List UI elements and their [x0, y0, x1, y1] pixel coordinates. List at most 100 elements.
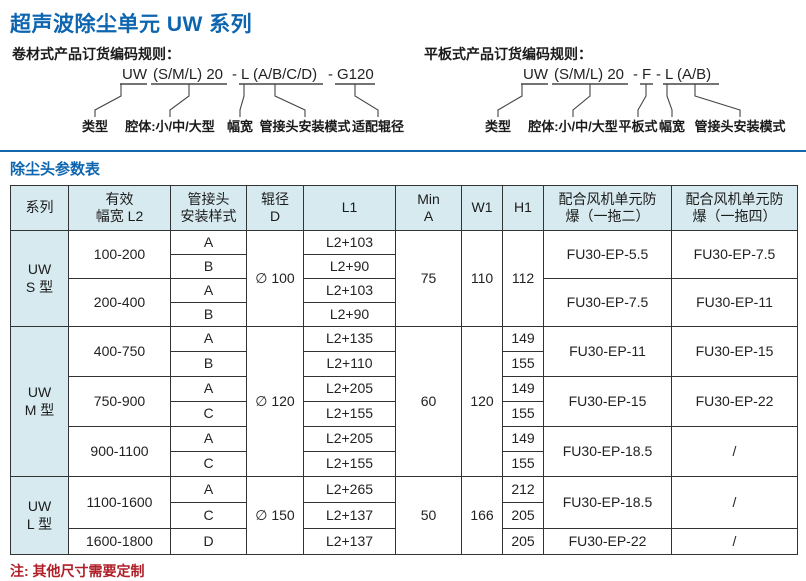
- table-cell: 166: [461, 476, 503, 555]
- table-cell: 75: [395, 230, 462, 327]
- table-cell: L2+135: [303, 326, 396, 352]
- table-cell: A: [170, 376, 247, 402]
- dust-head-parameter-table: 系列 有效 幅宽 L2 管接头 安装样式 辊径 D L1 Min A W1 H1…: [10, 185, 798, 555]
- ordering-code-diagrams: 卷材式产品订货编码规则： UW (S/M/L) 20 - L (A/B/C/D)…: [10, 44, 796, 144]
- code-segment: -: [232, 66, 237, 83]
- table-cell: FU30-EP-11: [671, 278, 798, 327]
- connector-line: [497, 84, 523, 117]
- table-cell: 1100-1600: [68, 476, 171, 529]
- table-cell: L2+90: [303, 302, 396, 327]
- table-cell: L2+103: [303, 230, 396, 255]
- code-segment: UW: [523, 66, 549, 83]
- table-cell: B: [170, 302, 247, 327]
- table-cell: 149: [502, 426, 544, 452]
- code-segment: L (A/B/C/D): [241, 66, 317, 83]
- table-cell: 155: [502, 401, 544, 427]
- code-segment: (S/M/L) 20: [554, 66, 624, 83]
- table-row: UW L 型 1100-1600 A ∅ 150 L2+265 50 166 2…: [10, 476, 798, 555]
- table-row: UW M 型 400-750 A ∅ 120 L2+135 60 120 149…: [10, 326, 798, 477]
- connector-line: [354, 84, 379, 117]
- table-row: C L2+155 155: [11, 401, 798, 427]
- code-segment: -: [656, 66, 661, 83]
- table-cell: FU30-EP-15: [543, 376, 672, 427]
- code-field-label: 类型: [82, 119, 108, 134]
- table-cell: B: [170, 254, 247, 279]
- table-cell: 205: [502, 502, 544, 529]
- connector-line: [274, 84, 306, 117]
- table-cell: L2+265: [303, 476, 396, 503]
- code-field-label: 管接头安装模式: [259, 119, 350, 134]
- code-field-label: 腔体:小/中/大型: [527, 119, 618, 134]
- table-cell: A: [170, 476, 247, 503]
- table-cell: FU30-EP-22: [543, 528, 672, 555]
- col-header-l1: L1: [303, 185, 396, 231]
- connector-line: [94, 84, 122, 117]
- table-cell: C: [170, 502, 247, 529]
- table-cell: L2+137: [303, 502, 396, 529]
- table-cell: FU30-EP-5.5: [543, 230, 672, 279]
- table-cell: ∅ 150: [246, 476, 304, 555]
- table-cell: A: [170, 278, 247, 303]
- table-cell: L2+155: [303, 401, 396, 427]
- table-cell: FU30-EP-11: [543, 326, 672, 377]
- table-cell: L2+137: [303, 528, 396, 555]
- table-row: B L2+90: [11, 302, 798, 327]
- plate-type-ordering-diagram: 平板式产品订货编码规则： UW (S/M/L) 20 - F - L (A/B)…: [410, 44, 796, 144]
- table-cell: 60: [395, 326, 462, 477]
- table-cell: /: [671, 476, 798, 529]
- col-header-effective-width: 有效 幅宽 L2: [68, 185, 171, 231]
- table-cell: A: [170, 326, 247, 352]
- table-cell: FU30-EP-7.5: [543, 278, 672, 327]
- table-cell: L2+205: [303, 426, 396, 452]
- table-cell: ∅ 120: [246, 326, 304, 477]
- table-row: UW S 型 100-200 A ∅ 100 L2+103 75 110 112…: [10, 230, 798, 327]
- table-cell: ∅ 100: [246, 230, 304, 327]
- connector-line: [694, 84, 741, 117]
- table-cell: FU30-EP-7.5: [671, 230, 798, 279]
- table-cell: L2+103: [303, 278, 396, 303]
- table-row: 1600-1800 D L2+137 205 FU30-EP-22 /: [11, 528, 798, 555]
- table-cell: FU30-EP-18.5: [543, 476, 672, 529]
- code-segment: (S/M/L) 20: [153, 66, 223, 83]
- roll-type-ordering-diagram: 卷材式产品订货编码规则： UW (S/M/L) 20 - L (A/B/C/D)…: [10, 44, 410, 144]
- table-cell: L2+90: [303, 254, 396, 279]
- table-cell: 200-400: [68, 278, 171, 327]
- table-cell: L2+205: [303, 376, 396, 402]
- table-section-title: 除尘头参数表: [10, 161, 101, 178]
- connector-line: [637, 84, 647, 117]
- code-segment: F: [642, 66, 651, 83]
- code-field-label: 幅宽: [227, 119, 253, 134]
- table-cell: L2+155: [303, 451, 396, 477]
- table-row: 750-900 A L2+205 149 FU30-EP-15 FU30-EP-…: [11, 376, 798, 427]
- series-cell: UW S 型: [10, 230, 69, 327]
- col-header-fan-quad: 配合风机单元防 爆（一拖四）: [671, 185, 798, 231]
- connector-line: [666, 84, 673, 117]
- plate-type-code-figure: UW (S/M/L) 20 - F - L (A/B) 类型 腔体:小/中/大型…: [485, 66, 786, 134]
- table-cell: 100-200: [68, 230, 171, 279]
- series-cell: UW M 型: [10, 326, 69, 477]
- table-cell: FU30-EP-15: [671, 326, 798, 377]
- table-cell: 120: [461, 326, 503, 477]
- table-cell: 900-1100: [68, 426, 171, 477]
- table-row: 200-400 A L2+103 FU30-EP-7.5 FU30-EP-11: [11, 278, 798, 327]
- header-row: 系列 有效 幅宽 L2 管接头 安装样式 辊径 D L1 Min A W1 H1…: [10, 185, 798, 231]
- table-cell: /: [671, 528, 798, 555]
- code-segment: L (A/B): [665, 66, 711, 83]
- series-cell: UW L 型: [10, 476, 69, 555]
- code-segment: -: [633, 66, 638, 83]
- code-field-label: 类型: [485, 119, 511, 134]
- table-cell: /: [671, 426, 798, 477]
- table-cell: C: [170, 451, 247, 477]
- col-header-roller-diameter: 辊径 D: [246, 185, 304, 231]
- code-field-label: 平板式: [618, 119, 657, 134]
- table-cell: FU30-EP-18.5: [543, 426, 672, 477]
- table-cell: D: [170, 528, 247, 555]
- table-cell: 750-900: [68, 376, 171, 427]
- table-cell: B: [170, 351, 247, 377]
- code-field-label: 幅宽: [659, 119, 685, 134]
- table-cell: 149: [502, 326, 544, 352]
- table-cell: 400-750: [68, 326, 171, 377]
- col-header-fan-duo: 配合风机单元防 爆（一拖二）: [543, 185, 672, 231]
- table-cell: 212: [502, 476, 544, 503]
